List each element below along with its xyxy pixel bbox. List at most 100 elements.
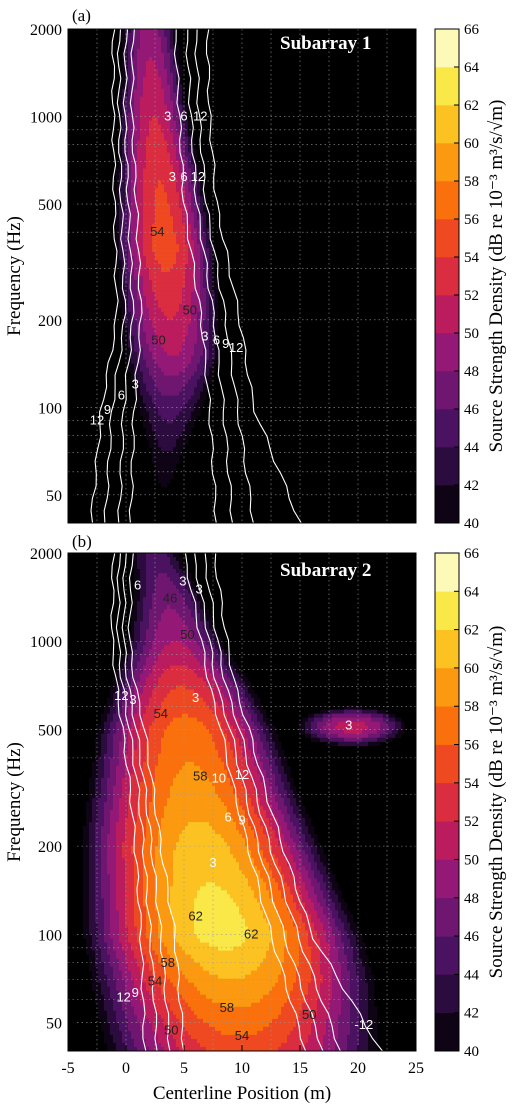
heatmap-cell <box>125 745 129 751</box>
heatmap-cell <box>179 593 183 598</box>
heatmap-cell <box>188 307 192 313</box>
heatmap-cell <box>137 100 141 106</box>
heatmap-cell <box>122 108 126 114</box>
heatmap-cell <box>353 705 357 711</box>
heatmap-cell <box>167 84 171 90</box>
heatmap-cell <box>191 311 195 317</box>
heatmap-cell <box>185 669 189 674</box>
heatmap-cell <box>176 228 180 233</box>
heatmap-cell <box>101 721 105 727</box>
heatmap-cell <box>173 136 177 141</box>
heatmap-cell <box>167 92 171 98</box>
heatmap-cell <box>332 725 336 731</box>
heatmap-cell <box>146 319 150 325</box>
heatmap-cell <box>170 717 174 723</box>
heatmap-cell <box>128 116 132 122</box>
heatmap-cell <box>206 669 210 674</box>
heatmap-cell <box>173 72 177 78</box>
heatmap-cell <box>155 256 159 261</box>
heatmap-cell <box>140 240 144 245</box>
heatmap-cell <box>353 733 357 739</box>
heatmap-cell <box>167 140 171 145</box>
heatmap-cell <box>128 689 132 694</box>
heatmap-cell <box>179 264 183 269</box>
heatmap-cell <box>146 248 150 253</box>
heatmap-cell <box>146 180 150 185</box>
heatmap-cell <box>173 677 177 682</box>
heatmap-cell <box>161 60 165 66</box>
heatmap-cell <box>128 268 132 273</box>
heatmap-cell <box>374 713 378 719</box>
heatmap-cell <box>170 279 174 285</box>
heatmap-cell <box>134 673 138 678</box>
heatmap-cell <box>125 84 129 90</box>
heatmap-cell <box>176 323 180 329</box>
heatmap-cell <box>164 669 168 674</box>
heatmap-cell <box>224 729 228 735</box>
heatmap-cell <box>161 120 165 126</box>
heatmap-cell <box>179 709 183 715</box>
heatmap-cell <box>176 455 180 460</box>
heatmap-cell <box>371 725 375 731</box>
heatmap-cell <box>326 741 330 747</box>
heatmap-cell <box>155 120 159 126</box>
heatmap-cell <box>221 697 225 702</box>
heatmap-cell <box>167 315 171 321</box>
heatmap-cell <box>164 124 168 129</box>
heatmap-cell <box>158 395 162 400</box>
heatmap-cell <box>122 128 126 133</box>
heatmap-cell <box>128 272 132 277</box>
heatmap-cell <box>179 76 183 82</box>
heatmap-cell <box>122 124 126 129</box>
heatmap-cell <box>98 737 102 743</box>
heatmap-cell <box>164 685 168 690</box>
heatmap-cell <box>131 168 135 173</box>
heatmap-cell <box>197 315 201 321</box>
heatmap-cell <box>209 629 213 634</box>
heatmap-cell <box>254 705 258 711</box>
heatmap-cell <box>131 208 135 213</box>
heatmap-cell <box>140 375 144 380</box>
heatmap-cell <box>254 713 258 719</box>
heatmap-cell <box>128 236 132 241</box>
heatmap-cell <box>116 252 120 257</box>
heatmap-cell <box>197 709 201 715</box>
heatmap-cell <box>158 629 162 634</box>
heatmap-cell <box>203 741 207 747</box>
heatmap-cell <box>125 29 129 34</box>
heatmap-cell <box>164 709 168 715</box>
heatmap-cell <box>329 733 333 739</box>
heatmap-cell <box>146 407 150 412</box>
heatmap-cell <box>164 459 168 464</box>
heatmap-cell <box>386 737 390 743</box>
heatmap-cell <box>176 717 180 723</box>
heatmap-cell <box>164 264 168 269</box>
heatmap-cell <box>200 645 204 650</box>
heatmap-cell <box>203 256 207 261</box>
heatmap-cell <box>158 72 162 78</box>
heatmap-cell <box>140 649 144 654</box>
heatmap-cell <box>203 307 207 313</box>
heatmap-cell <box>146 701 150 707</box>
heatmap-cell <box>128 339 132 345</box>
heatmap-cell <box>131 729 135 735</box>
heatmap-cell <box>128 172 132 177</box>
heatmap-cell <box>173 176 177 181</box>
heatmap-cell <box>137 371 141 376</box>
heatmap-cell <box>170 29 174 34</box>
heatmap-cell <box>125 44 129 50</box>
heatmap-cell <box>188 323 192 329</box>
heatmap-cell <box>176 399 180 404</box>
heatmap-cell <box>137 232 141 237</box>
heatmap-cell <box>146 601 150 606</box>
heatmap-cell <box>146 216 150 221</box>
heatmap-cell <box>206 228 210 233</box>
heatmap-cell <box>365 737 369 743</box>
heatmap-cell <box>197 705 201 711</box>
heatmap-cell <box>179 172 183 177</box>
heatmap-cell <box>359 733 363 739</box>
heatmap-cell <box>164 553 168 558</box>
heatmap-cell <box>200 228 204 233</box>
heatmap-cell <box>185 411 189 416</box>
heatmap-cell <box>146 44 150 50</box>
